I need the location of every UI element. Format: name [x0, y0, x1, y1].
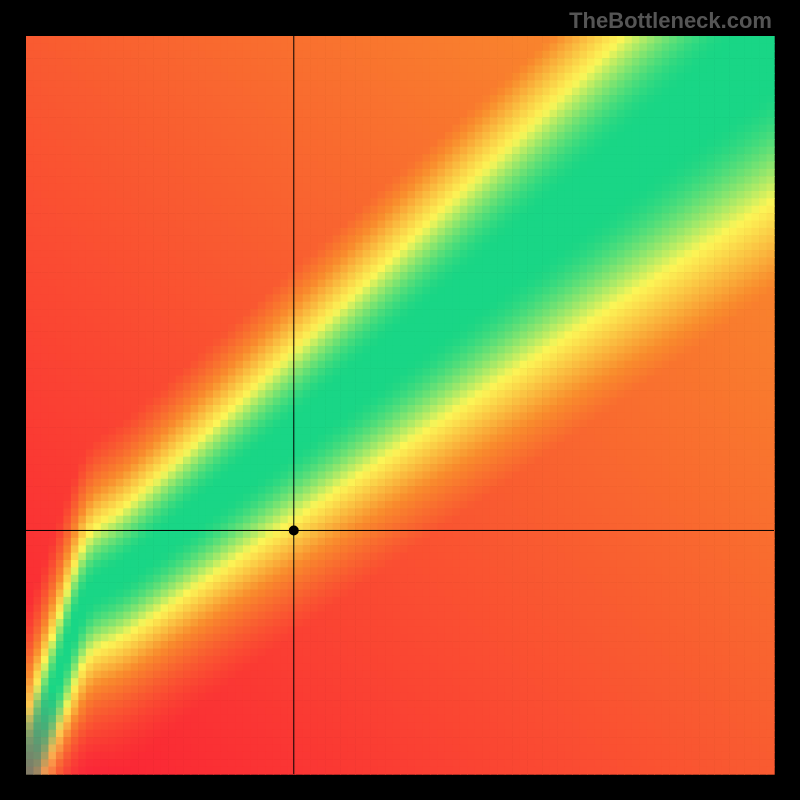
chart-container: TheBottleneck.com [0, 0, 800, 800]
watermark-text: TheBottleneck.com [569, 8, 772, 34]
bottleneck-heatmap [0, 0, 800, 800]
